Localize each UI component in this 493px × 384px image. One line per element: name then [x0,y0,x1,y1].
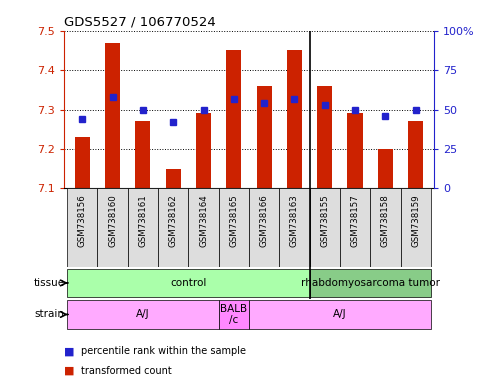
Text: percentile rank within the sample: percentile rank within the sample [81,346,246,356]
Text: GDS5527 / 106770524: GDS5527 / 106770524 [64,15,216,28]
Text: GSM738160: GSM738160 [108,195,117,247]
Text: GSM738156: GSM738156 [78,195,87,247]
Bar [188,189,219,267]
Text: GSM738155: GSM738155 [320,195,329,247]
Bar [348,114,363,189]
Bar [287,50,302,189]
Text: tissue: tissue [34,278,65,288]
Text: GSM738162: GSM738162 [169,195,177,247]
Text: control: control [170,278,207,288]
Bar [219,189,249,267]
Text: A/J: A/J [333,310,347,319]
Bar [400,189,431,267]
Text: GSM738161: GSM738161 [139,195,147,247]
Bar [105,43,120,189]
Bar [67,300,219,329]
Text: GSM738159: GSM738159 [411,195,420,247]
Bar [98,189,128,267]
Text: ■: ■ [64,346,74,356]
Bar [219,300,249,329]
Text: rhabdomyosarcoma tumor: rhabdomyosarcoma tumor [301,278,440,288]
Bar [310,189,340,267]
Bar [166,169,181,189]
Text: GSM738164: GSM738164 [199,195,208,247]
Bar [310,269,431,297]
Bar [67,269,310,297]
Bar [196,114,211,189]
Bar [317,86,332,189]
Text: GSM738165: GSM738165 [229,195,238,247]
Bar [135,121,150,189]
Text: A/J: A/J [136,310,150,319]
Bar [249,189,279,267]
Bar [67,189,98,267]
Text: transformed count: transformed count [81,366,172,376]
Text: strain: strain [35,310,65,319]
Bar [370,189,400,267]
Text: GSM738158: GSM738158 [381,195,390,247]
Text: GSM738157: GSM738157 [351,195,359,247]
Bar [75,137,90,189]
Text: BALB
/c: BALB /c [220,304,247,325]
Text: GSM738163: GSM738163 [290,195,299,247]
Bar [128,189,158,267]
Bar [408,121,423,189]
Bar [340,189,370,267]
Bar [378,149,393,189]
Bar [249,300,431,329]
Text: GSM738166: GSM738166 [260,195,269,247]
Bar [256,86,272,189]
Bar [226,50,242,189]
Bar [158,189,188,267]
Bar [279,189,310,267]
Text: ■: ■ [64,366,74,376]
